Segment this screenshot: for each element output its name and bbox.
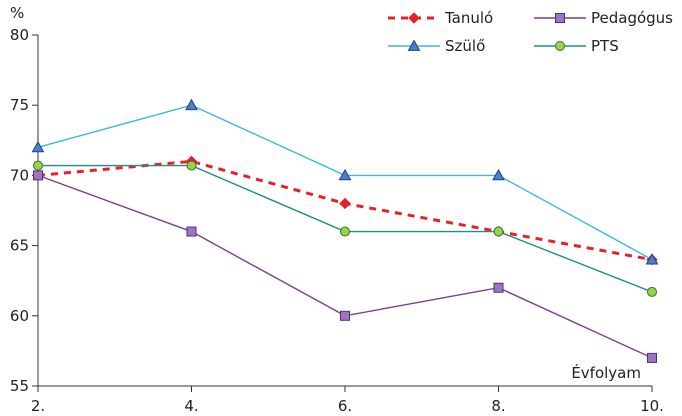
y-axis-label: % xyxy=(10,4,24,22)
x-tick-label: 4. xyxy=(184,397,198,415)
x-tick-label: 8. xyxy=(491,397,505,415)
series-3-point xyxy=(647,286,657,297)
legend-label: PTS xyxy=(591,37,619,55)
legend-swatch-marker xyxy=(408,12,420,24)
series-1-point xyxy=(33,170,43,181)
y-tick-label: 75 xyxy=(10,96,29,114)
series-1-point xyxy=(186,226,197,237)
y-tick-label: 70 xyxy=(10,166,29,184)
series-3-point xyxy=(340,226,350,237)
series-3-point xyxy=(33,160,43,171)
x-axis-label: Évfolyam xyxy=(571,363,641,382)
y-tick-label: 65 xyxy=(10,237,29,255)
legend-label: Tanuló xyxy=(444,9,493,27)
legend-swatch-marker xyxy=(407,39,421,51)
series-1-point xyxy=(493,282,504,293)
series-3-point xyxy=(186,160,197,171)
y-tick-label: 60 xyxy=(10,307,29,325)
series-2-point xyxy=(31,140,45,153)
series-2-point xyxy=(645,253,659,265)
series-2-point xyxy=(185,98,198,111)
series-3-point xyxy=(493,226,504,237)
legend-swatch-marker xyxy=(555,13,565,23)
y-tick-label: 55 xyxy=(10,377,29,395)
legend-label: Pedagógus xyxy=(591,9,673,27)
legend-label: Szülő xyxy=(445,37,485,55)
series-2-point xyxy=(338,168,352,181)
y-tick-label: 80 xyxy=(10,26,29,44)
series-1-point xyxy=(340,310,350,321)
series-2-point xyxy=(492,168,505,181)
legend-swatch-marker xyxy=(555,41,565,51)
series-0-point xyxy=(339,197,351,210)
x-tick-label: 2. xyxy=(31,397,45,415)
series-1-point xyxy=(647,352,657,363)
x-tick-label: 6. xyxy=(338,397,352,415)
x-tick-label: 10. xyxy=(640,397,664,415)
